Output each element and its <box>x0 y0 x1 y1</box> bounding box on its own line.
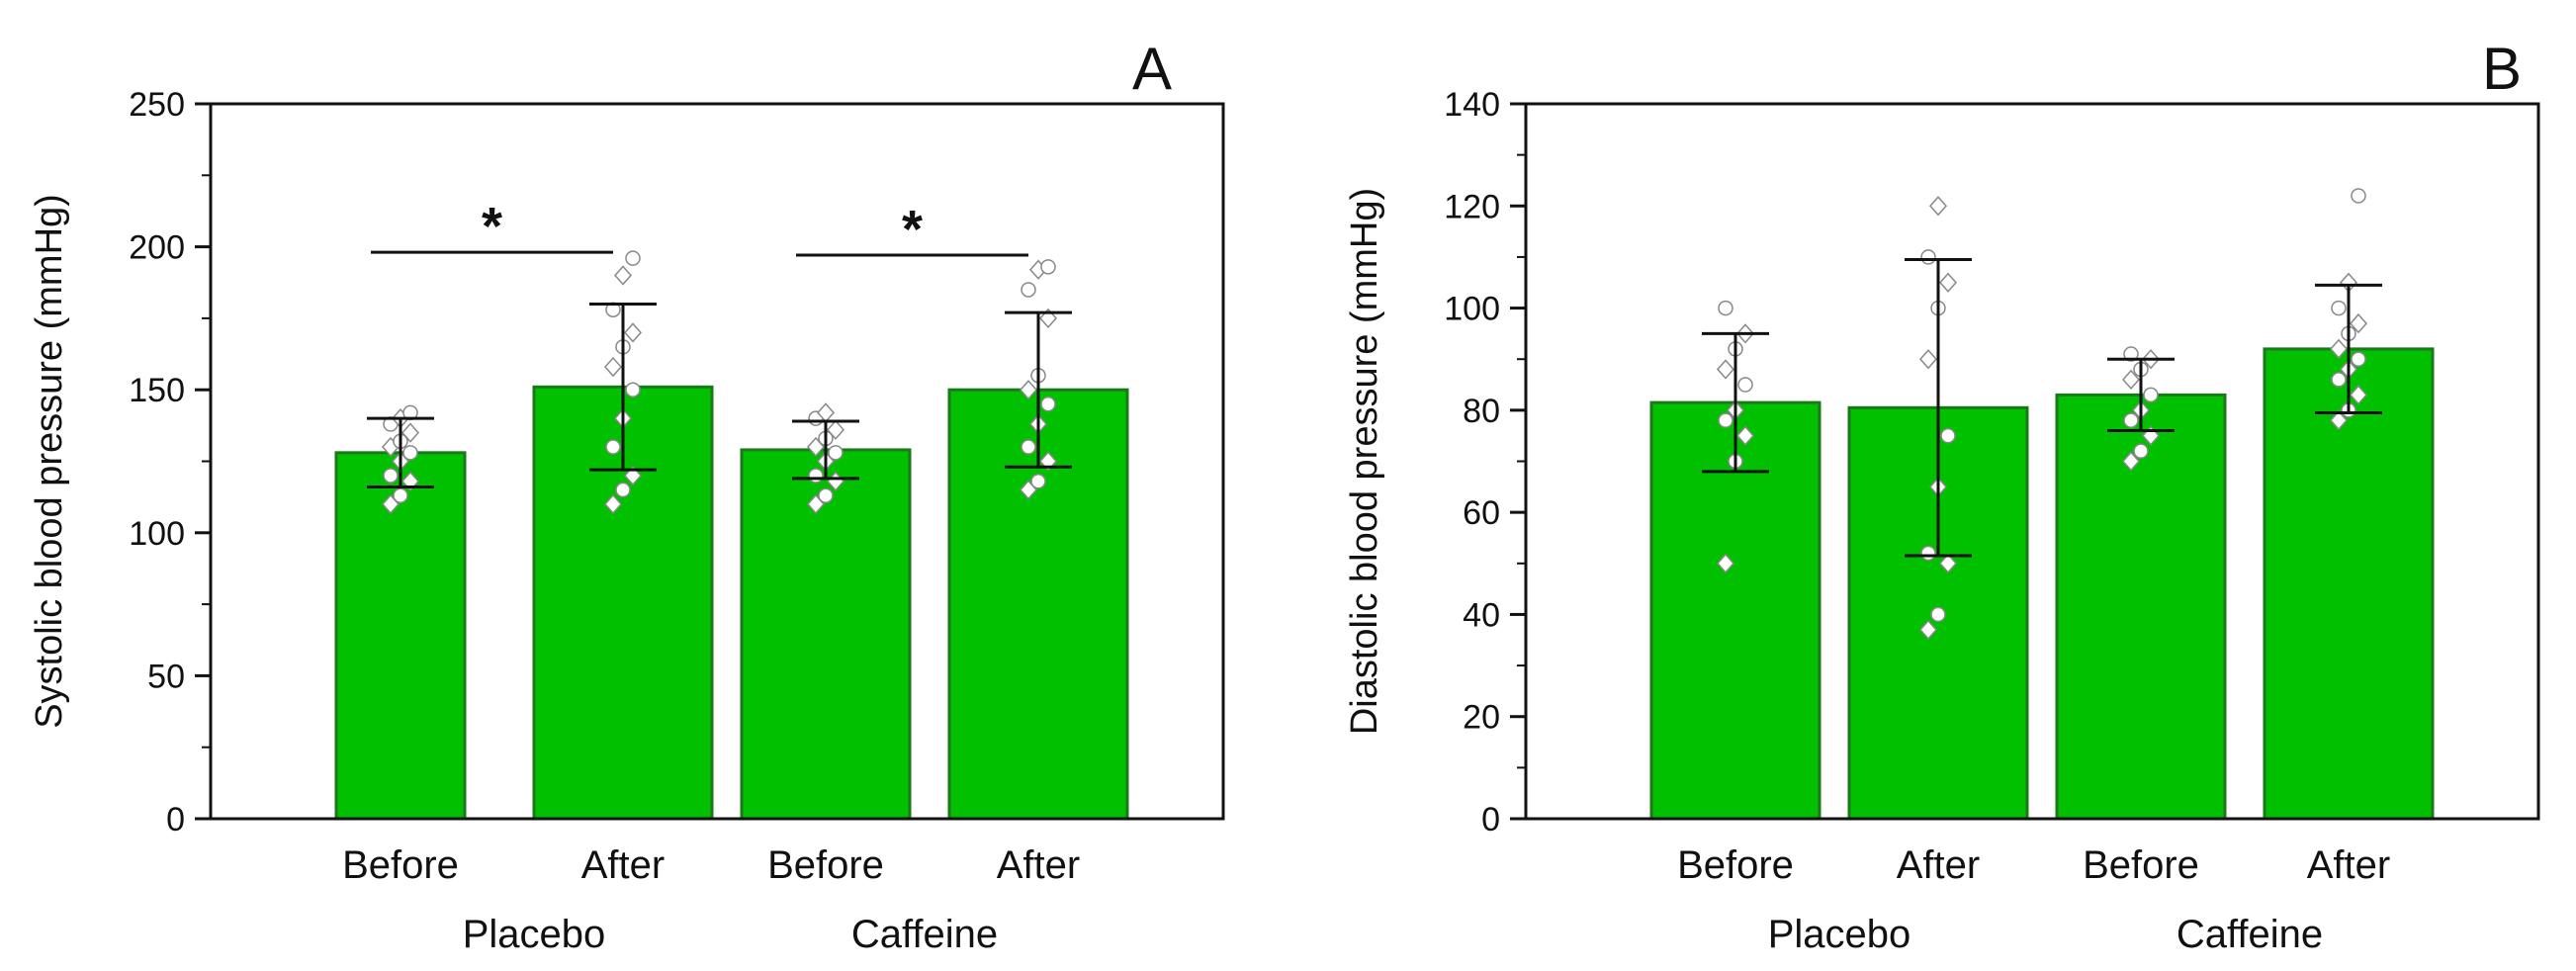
y-tick-label: 100 <box>129 515 185 553</box>
y-tick-label: 60 <box>1463 494 1500 532</box>
y-axis-label: Systolic blood pressure (mmHg) <box>29 194 70 729</box>
group-label: Placebo <box>463 913 606 956</box>
y-tick-label: 40 <box>1463 596 1500 634</box>
data-point <box>603 356 623 378</box>
bar <box>740 448 912 821</box>
y-tick-label: 20 <box>1463 699 1500 737</box>
data-point <box>818 487 834 503</box>
y-tick-label: 0 <box>166 801 185 839</box>
data-point <box>1938 553 1958 574</box>
data-point <box>2349 312 2368 334</box>
panel-a: * * 0 50 100 150 200 250 Systolic blood pressure… <box>29 36 1225 956</box>
data-point <box>1019 380 1038 400</box>
data-point <box>2349 385 2368 405</box>
data-point <box>1930 606 1946 623</box>
category-label: After <box>2307 843 2390 887</box>
y-tick-label: 250 <box>129 86 185 124</box>
data-point <box>2329 410 2349 431</box>
panel-label: A <box>1132 36 1172 102</box>
data-point <box>2143 387 2159 403</box>
data-point <box>1920 545 1936 562</box>
data-point <box>2123 346 2139 362</box>
category-label: Before <box>767 843 884 887</box>
data-point <box>2121 451 2141 472</box>
y-tick-label: 120 <box>1444 188 1500 225</box>
bar <box>2263 347 2435 821</box>
data-point <box>1021 282 1036 298</box>
panel-b: 0 20 40 60 80 100 120 140 Diastolic blood pressu… <box>1344 36 2540 956</box>
data-point <box>1735 425 1755 446</box>
data-point <box>1040 259 1056 275</box>
data-point <box>1737 377 1753 393</box>
data-point <box>1918 349 1938 370</box>
data-point <box>1918 619 1938 641</box>
category-label: Before <box>1677 843 1794 887</box>
significance-label: * <box>902 200 923 259</box>
data-point <box>1716 359 1735 380</box>
y-tick-label: 100 <box>1444 291 1500 328</box>
panel-label: B <box>2482 36 2522 102</box>
data-point <box>2331 372 2347 388</box>
y-axis-label: Diastolic blood pressure (mmHg) <box>1344 188 1385 735</box>
data-point <box>393 487 408 503</box>
data-point <box>2329 338 2349 360</box>
category-label: Before <box>342 843 459 887</box>
group-label: Caffeine <box>851 913 998 956</box>
data-point <box>1940 427 1956 444</box>
y-tick-label: 150 <box>129 372 185 409</box>
data-point <box>605 439 621 455</box>
y-tick-label: 0 <box>1481 801 1500 839</box>
data-point <box>603 493 623 515</box>
y-tick-label: 140 <box>1444 86 1500 124</box>
data-point <box>808 468 824 484</box>
y-tick-label: 80 <box>1463 393 1500 430</box>
data-point <box>2331 300 2347 316</box>
group-label: Placebo <box>1768 913 1911 956</box>
data-point <box>1021 439 1036 455</box>
data-point <box>1718 412 1733 428</box>
data-point <box>2351 188 2366 204</box>
data-point <box>1718 300 1733 316</box>
data-point <box>826 419 845 440</box>
category-label: After <box>581 843 665 887</box>
data-point <box>613 265 633 286</box>
group-label: Caffeine <box>2176 913 2323 956</box>
y-tick-label: 50 <box>147 658 185 695</box>
data-point <box>2133 443 2149 459</box>
data-point <box>1928 196 1948 217</box>
data-point <box>1716 553 1735 574</box>
significance-label: * <box>482 197 502 256</box>
data-point <box>1040 396 1056 412</box>
data-point <box>615 482 631 498</box>
category-label: After <box>1897 843 1980 887</box>
data-point <box>1938 272 1958 293</box>
data-point <box>2351 351 2366 367</box>
bar <box>2055 393 2227 821</box>
data-point <box>2123 412 2139 428</box>
data-point <box>400 422 420 443</box>
bar <box>334 451 467 821</box>
y-tick-label: 200 <box>129 229 185 267</box>
data-point <box>383 468 399 484</box>
data-point <box>623 322 643 343</box>
data-point <box>828 445 844 461</box>
data-point <box>625 382 641 397</box>
category-label: After <box>997 843 1080 887</box>
data-point <box>1030 473 1046 489</box>
data-point <box>625 250 641 266</box>
data-point <box>402 445 418 461</box>
data-point <box>1920 249 1936 265</box>
category-label: Before <box>2083 843 2199 887</box>
data-point <box>2121 369 2141 390</box>
